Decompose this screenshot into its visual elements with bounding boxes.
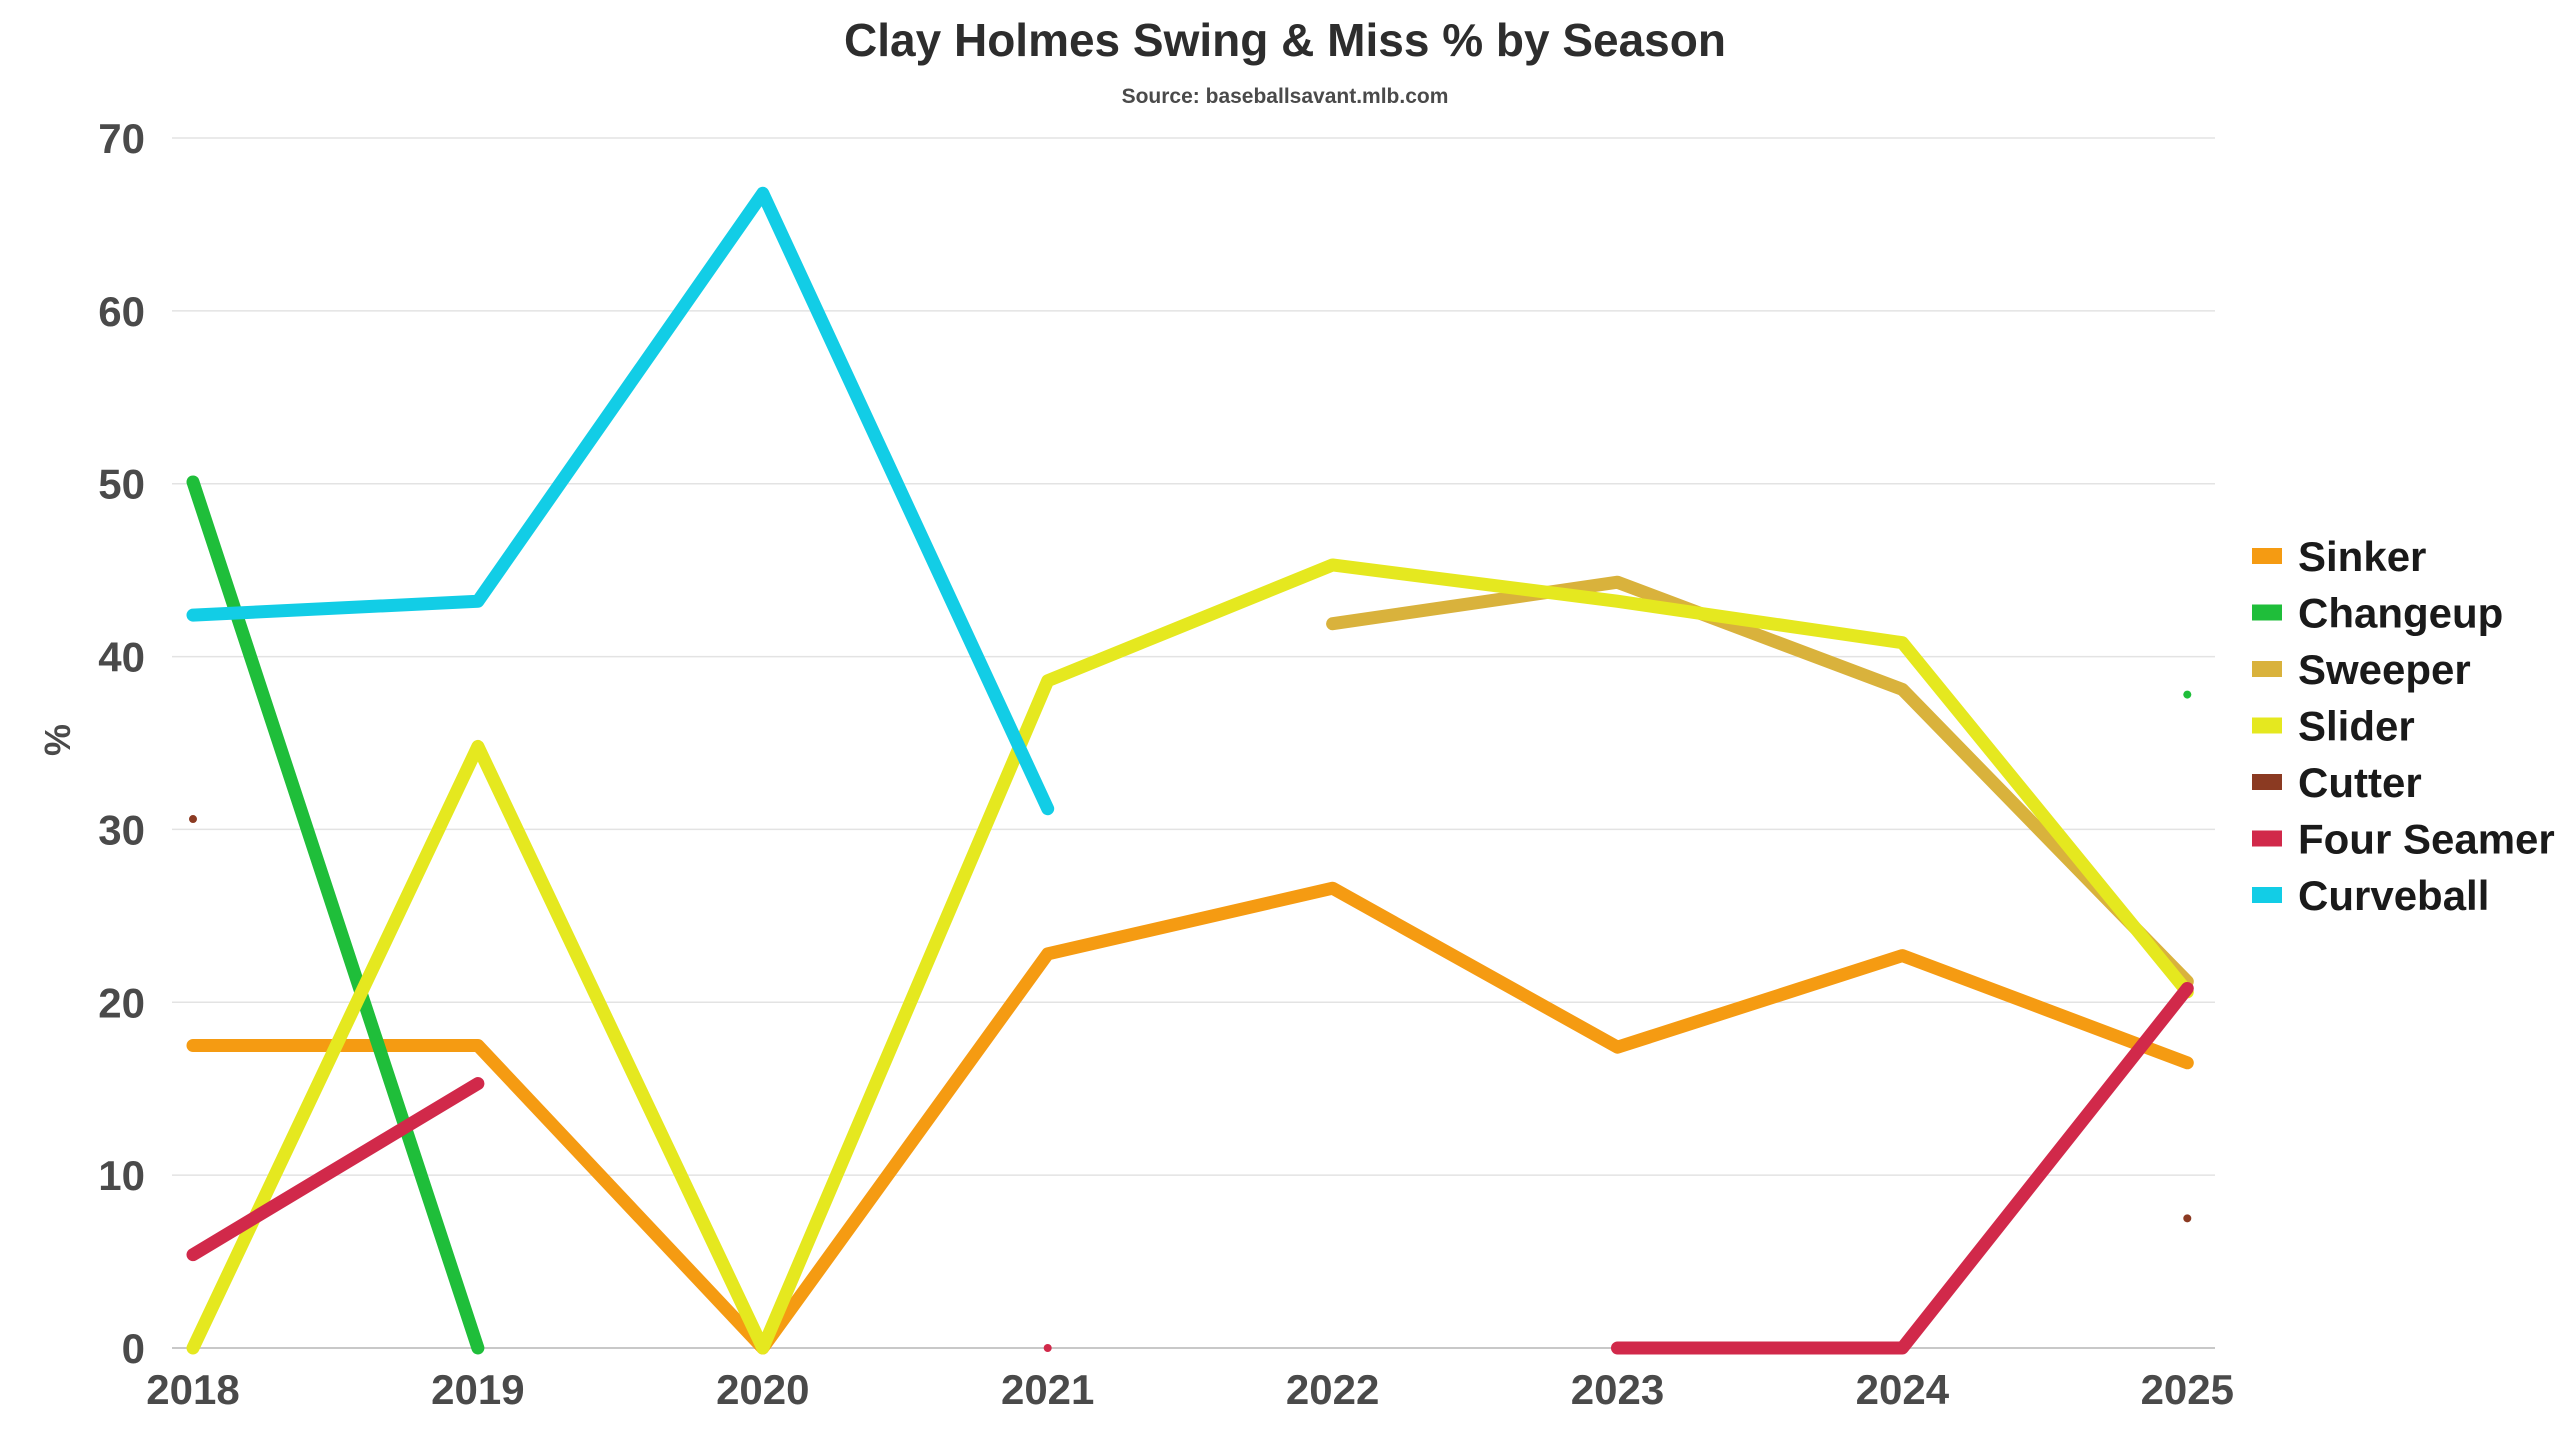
y-tick-label: 10: [98, 1152, 145, 1199]
legend-item: Changeup: [2252, 590, 2503, 637]
series-line: [186, 558, 2194, 1355]
y-tick-label: 70: [98, 115, 145, 162]
series-slider: [186, 558, 2194, 1355]
x-tick-label: 2020: [716, 1366, 809, 1413]
x-tick-label: 2022: [1286, 1366, 1379, 1413]
data-point: [2183, 690, 2192, 699]
x-tick-label: 2025: [2141, 1366, 2234, 1413]
data-point: [2183, 1214, 2192, 1223]
legend-swatch: [2252, 717, 2282, 734]
legend-label: Cutter: [2298, 759, 2422, 806]
series-four-seamer: [186, 981, 2194, 1355]
series-line: [186, 1077, 485, 1262]
y-tick-label: 30: [98, 806, 145, 853]
legend-item: Four Seamer: [2252, 816, 2555, 863]
x-tick-label: 2021: [1001, 1366, 1094, 1413]
plot-area: [186, 186, 2194, 1355]
x-tick-label: 2019: [431, 1366, 524, 1413]
series-line: [1326, 575, 2194, 989]
x-tick-label: 2024: [1856, 1366, 1950, 1413]
legend-label: Slider: [2298, 703, 2415, 750]
chart-subtitle: Source: baseballsavant.mlb.com: [1122, 85, 1449, 108]
chart-title: Clay Holmes Swing & Miss % by Season: [844, 14, 1726, 66]
legend-swatch: [2252, 830, 2282, 847]
series-changeup: [186, 475, 2192, 1355]
legend-label: Changeup: [2298, 590, 2503, 637]
data-point: [1043, 1344, 1052, 1352]
legend-label: Four Seamer: [2298, 816, 2555, 863]
legend-label: Curveball: [2298, 872, 2489, 919]
legend-item: Cutter: [2252, 759, 2422, 806]
series-curveball: [186, 186, 1055, 816]
legend-item: Curveball: [2252, 872, 2489, 919]
x-tick-label: 2023: [1571, 1366, 1664, 1413]
y-tick-label: 40: [98, 634, 145, 681]
legend: Sinker Changeup Sweeper Slider Cutter Four Se…: [2252, 533, 2555, 919]
series-line: [1611, 981, 2194, 1355]
x-tick-label: 2018: [146, 1366, 239, 1413]
legend-item: Sinker: [2252, 533, 2426, 580]
legend-swatch: [2252, 604, 2282, 621]
x-axis-ticks: 2018 2019 2020 2021 2022 2023 2024 2025: [146, 1366, 2234, 1413]
y-tick-label: 0: [122, 1325, 145, 1372]
y-tick-label: 20: [98, 979, 145, 1026]
legend-swatch: [2252, 774, 2282, 790]
y-tick-label: 50: [98, 461, 145, 508]
legend-label: Sinker: [2298, 533, 2426, 580]
y-axis-label: %: [37, 724, 78, 756]
legend-label: Sweeper: [2298, 646, 2471, 693]
legend-swatch: [2252, 887, 2282, 903]
series-cutter: [189, 815, 2192, 1223]
y-axis-ticks: 0 10 20 30 40 50 60 70: [98, 115, 145, 1372]
series-sinker: [186, 881, 2194, 1355]
data-point: [189, 815, 197, 824]
y-tick-label: 60: [98, 288, 145, 335]
legend-swatch: [2252, 661, 2282, 677]
legend-item: Slider: [2252, 703, 2415, 750]
series-line: [186, 881, 2194, 1355]
legend-swatch: [2252, 548, 2282, 564]
legend-item: Sweeper: [2252, 646, 2471, 693]
series-sweeper: [1326, 575, 2194, 989]
series-line: [186, 186, 1055, 816]
series-line: [186, 475, 485, 1355]
